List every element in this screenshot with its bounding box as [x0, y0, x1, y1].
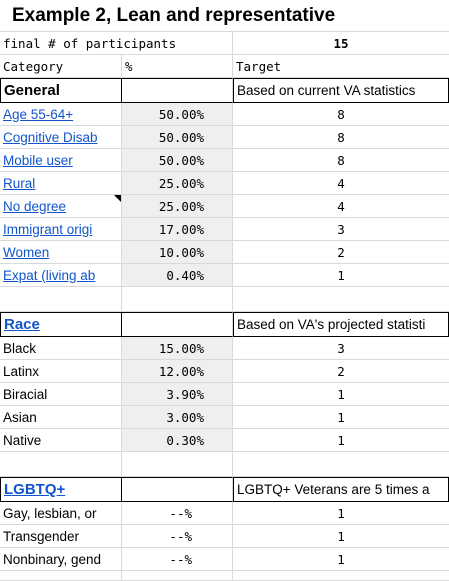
table-row: Native 0.30% 1	[0, 429, 449, 452]
general-heading-pct-cell[interactable]	[122, 78, 233, 103]
lgbtq-heading-pct-cell[interactable]	[122, 477, 233, 502]
table-row: Immigrant origi 17.00% 3	[0, 218, 449, 241]
race-percent[interactable]: 15.00%	[122, 337, 233, 360]
general-target[interactable]: 8	[233, 103, 449, 126]
table-row: Cognitive Disab 50.00% 8	[0, 126, 449, 149]
table-row: Age 55-64+ 50.00% 8	[0, 103, 449, 126]
empty-cell[interactable]	[122, 571, 233, 581]
general-note[interactable]: Based on current VA statistics	[233, 78, 449, 103]
header-row: Category % Target	[0, 55, 449, 78]
lgbtq-target[interactable]: 1	[233, 525, 449, 548]
table-row: Rural 25.00% 4	[0, 172, 449, 195]
general-category-link[interactable]: Women	[0, 241, 122, 264]
blank-row	[0, 287, 449, 312]
race-heading-pct-cell[interactable]	[122, 312, 233, 337]
participants-value[interactable]: 15	[233, 32, 449, 55]
race-category[interactable]: Native	[0, 429, 122, 452]
general-category-link[interactable]: Expat (living ab	[0, 264, 122, 287]
general-percent[interactable]: 17.00%	[122, 218, 233, 241]
table-row: Gay, lesbian, or --% 1	[0, 502, 449, 525]
general-category-link[interactable]: No degree	[0, 195, 122, 218]
table-row: No degree 25.00% 4	[0, 195, 449, 218]
header-target[interactable]: Target	[233, 55, 449, 78]
race-category[interactable]: Black	[0, 337, 122, 360]
race-percent[interactable]: 3.00%	[122, 406, 233, 429]
general-percent[interactable]: 0.40%	[122, 264, 233, 287]
race-percent[interactable]: 3.90%	[122, 383, 233, 406]
general-percent[interactable]: 10.00%	[122, 241, 233, 264]
lgbtq-note[interactable]: LGBTQ+ Veterans are 5 times a	[233, 477, 449, 502]
general-percent[interactable]: 25.00%	[122, 172, 233, 195]
lgbtq-category[interactable]: Transgender	[0, 525, 122, 548]
empty-cell[interactable]	[122, 287, 233, 312]
lgbtq-percent[interactable]: --%	[122, 548, 233, 571]
empty-cell[interactable]	[233, 287, 449, 312]
race-target[interactable]: 1	[233, 383, 449, 406]
general-heading[interactable]: General	[0, 78, 122, 103]
general-category-label: No degree	[3, 198, 67, 214]
empty-cell[interactable]	[0, 571, 122, 581]
lgbtq-category[interactable]: Gay, lesbian, or	[0, 502, 122, 525]
general-percent[interactable]: 25.00%	[122, 195, 233, 218]
general-category-link[interactable]: Immigrant origi	[0, 218, 122, 241]
lgbtq-percent[interactable]: --%	[122, 525, 233, 548]
table-row: Asian 3.00% 1	[0, 406, 449, 429]
race-category[interactable]: Biracial	[0, 383, 122, 406]
comment-indicator-icon[interactable]	[114, 195, 121, 202]
general-target[interactable]: 8	[233, 149, 449, 172]
lgbtq-heading-link[interactable]: LGBTQ+	[0, 477, 122, 502]
table-row: Women 10.00% 2	[0, 241, 449, 264]
empty-cell[interactable]	[233, 452, 449, 477]
race-target[interactable]: 3	[233, 337, 449, 360]
race-percent[interactable]: 0.30%	[122, 429, 233, 452]
table-row: Transgender --% 1	[0, 525, 449, 548]
empty-cell[interactable]	[233, 571, 449, 581]
table-row: Black 15.00% 3	[0, 337, 449, 360]
general-percent[interactable]: 50.00%	[122, 149, 233, 172]
general-category-link[interactable]: Mobile user	[0, 149, 122, 172]
participants-label[interactable]: final # of participants	[0, 32, 233, 55]
sheet-title[interactable]: Example 2, Lean and representative	[0, 0, 449, 32]
blank-row	[0, 452, 449, 477]
lgbtq-target[interactable]: 1	[233, 548, 449, 571]
header-percent[interactable]: %	[122, 55, 233, 78]
general-percent[interactable]: 50.00%	[122, 103, 233, 126]
race-target[interactable]: 1	[233, 406, 449, 429]
general-target[interactable]: 4	[233, 195, 449, 218]
empty-cell[interactable]	[122, 452, 233, 477]
lgbtq-category[interactable]: Nonbinary, gend	[0, 548, 122, 571]
header-category[interactable]: Category	[0, 55, 122, 78]
general-category-link[interactable]: Age 55-64+	[0, 103, 122, 126]
race-category[interactable]: Latinx	[0, 360, 122, 383]
general-target[interactable]: 4	[233, 172, 449, 195]
table-row: Biracial 3.90% 1	[0, 383, 449, 406]
lgbtq-percent[interactable]: --%	[122, 502, 233, 525]
table-row: Mobile user 50.00% 8	[0, 149, 449, 172]
general-category-link[interactable]: Cognitive Disab	[0, 126, 122, 149]
general-target[interactable]: 1	[233, 264, 449, 287]
race-heading-row: Race Based on VA's projected statisti	[0, 312, 449, 337]
partial-row	[0, 571, 449, 581]
race-target[interactable]: 1	[233, 429, 449, 452]
race-percent[interactable]: 12.00%	[122, 360, 233, 383]
empty-cell[interactable]	[0, 452, 122, 477]
general-category-link[interactable]: Rural	[0, 172, 122, 195]
participants-row: final # of participants 15	[0, 32, 449, 55]
race-heading-link[interactable]: Race	[0, 312, 122, 337]
table-row: Latinx 12.00% 2	[0, 360, 449, 383]
lgbtq-heading-row: LGBTQ+ LGBTQ+ Veterans are 5 times a	[0, 477, 449, 502]
general-target[interactable]: 2	[233, 241, 449, 264]
table-row: Nonbinary, gend --% 1	[0, 548, 449, 571]
table-row: Expat (living ab 0.40% 1	[0, 264, 449, 287]
lgbtq-target[interactable]: 1	[233, 502, 449, 525]
race-note[interactable]: Based on VA's projected statisti	[233, 312, 449, 337]
general-target[interactable]: 3	[233, 218, 449, 241]
general-percent[interactable]: 50.00%	[122, 126, 233, 149]
empty-cell[interactable]	[0, 287, 122, 312]
general-target[interactable]: 8	[233, 126, 449, 149]
race-target[interactable]: 2	[233, 360, 449, 383]
general-heading-row: General Based on current VA statistics	[0, 78, 449, 103]
race-category[interactable]: Asian	[0, 406, 122, 429]
